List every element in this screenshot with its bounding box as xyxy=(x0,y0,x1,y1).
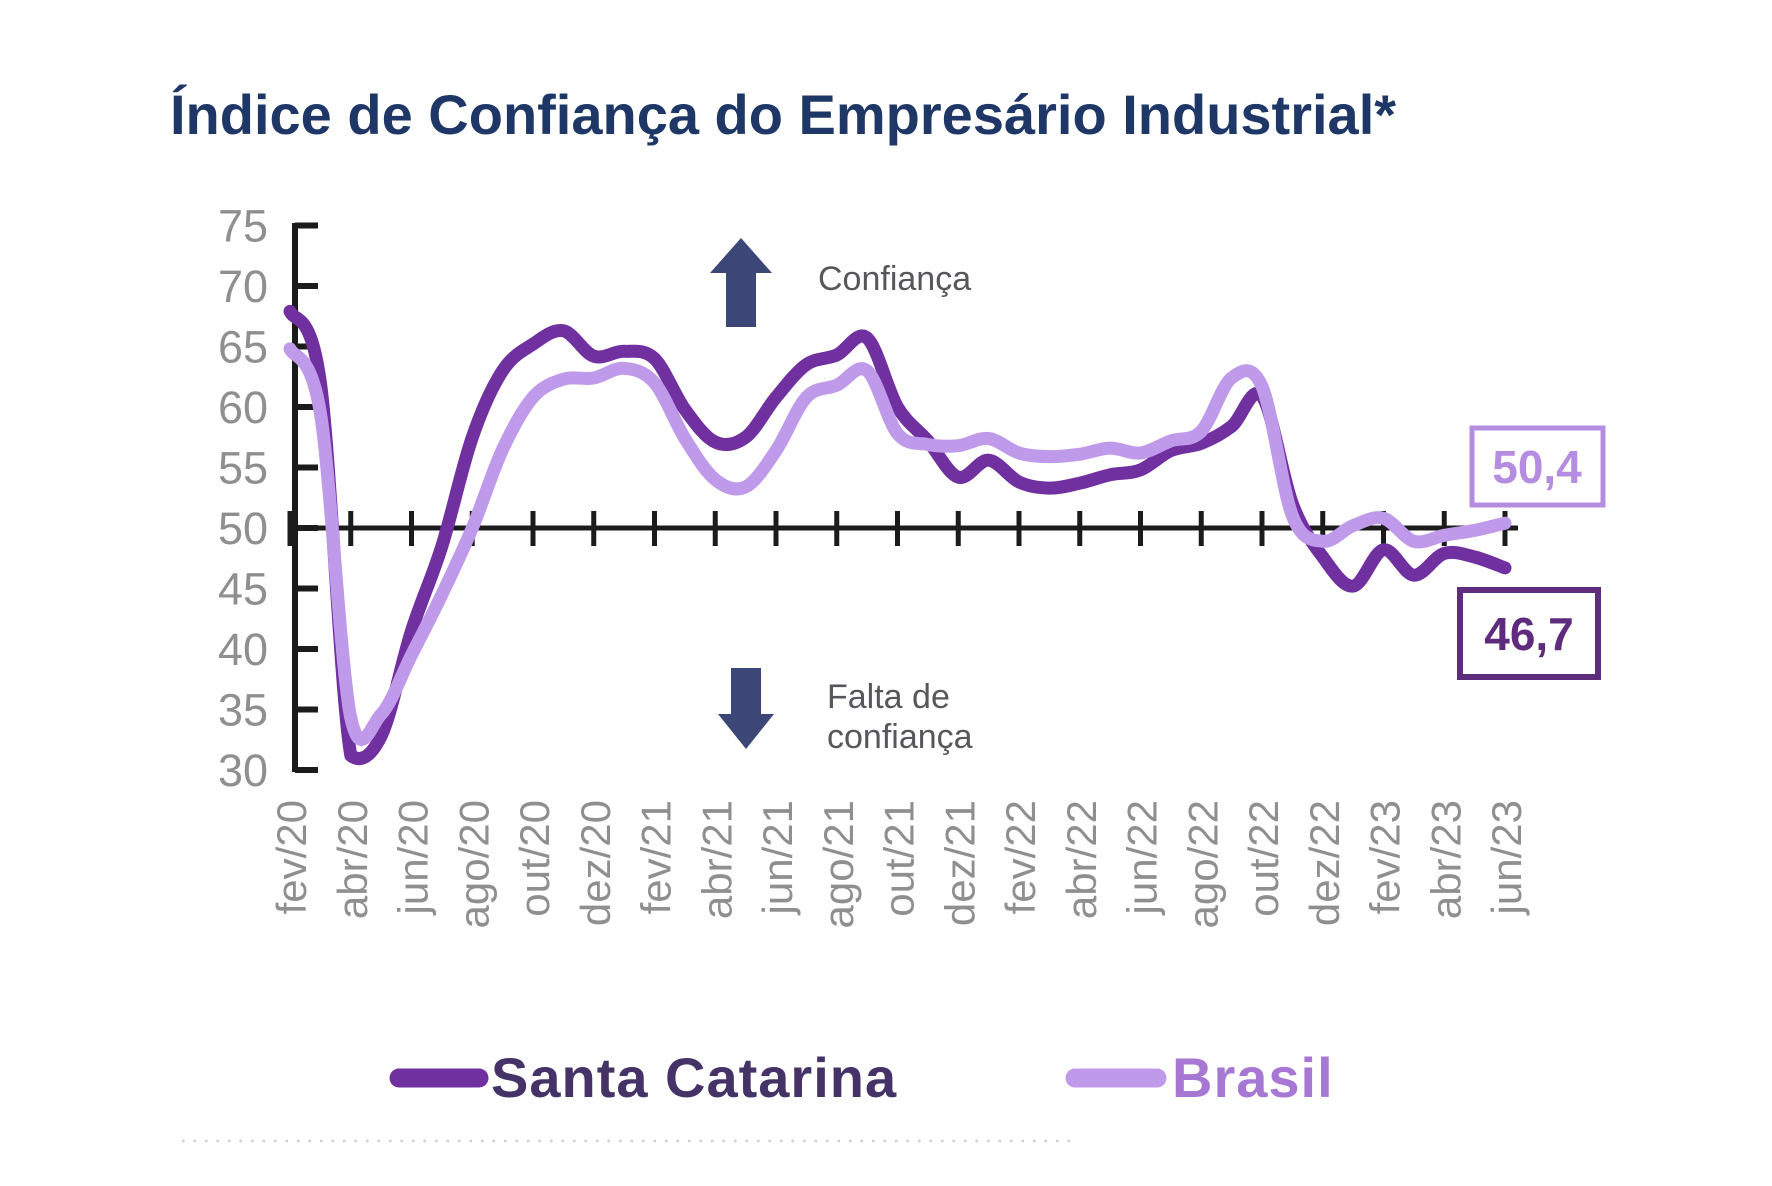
legend-label-brasil: Brasil xyxy=(1172,1046,1334,1109)
x-tick-label-ago/21: ago/21 xyxy=(815,800,862,928)
y-tick-label-65: 65 xyxy=(218,322,268,373)
annotation-falta-line1: Falta de xyxy=(827,678,950,716)
y-tick-label-30: 30 xyxy=(218,745,268,796)
x-tick-label-out/20: out/20 xyxy=(511,800,558,917)
x-tick-label-abr/23: abr/23 xyxy=(1422,800,1469,919)
series-lines xyxy=(283,304,1512,766)
value-box-santa-catarina: 46,7 xyxy=(1457,587,1601,680)
y-axis-labels: 30 35 40 45 50 55 60 65 70 75 xyxy=(218,201,268,797)
x-tick-label-jun/23: jun/23 xyxy=(1483,800,1530,916)
x-tick-label-abr/22: abr/22 xyxy=(1058,800,1105,919)
x-tick-label-out/22: out/22 xyxy=(1240,800,1287,917)
x-tick-label-fev/21: fev/21 xyxy=(633,800,680,914)
annotation-confianca: Confiança xyxy=(818,260,971,298)
value-label-santa-catarina: 46,7 xyxy=(1484,608,1574,660)
y-tick-label-35: 35 xyxy=(218,685,268,736)
y-tick-label-45: 45 xyxy=(218,564,268,615)
legend-label-santa-catarina: Santa Catarina xyxy=(491,1046,897,1109)
down-arrow-icon xyxy=(718,668,774,749)
y-tick-label-40: 40 xyxy=(218,624,268,675)
x-tick-label-abr/20: abr/20 xyxy=(329,800,376,919)
line-brasil xyxy=(283,342,1512,746)
x-tick-label-fev/22: fev/22 xyxy=(997,800,1044,914)
x-axis-ticks xyxy=(287,511,1508,546)
value-box-santa-catarina-frame xyxy=(1457,587,1601,680)
x-tick-label-dez/22: dez/22 xyxy=(1301,800,1348,926)
legend: Santa Catarina Brasil xyxy=(389,1046,1334,1109)
value-box-brasil: 50,4 xyxy=(1469,425,1606,508)
x-tick-label-dez/21: dez/21 xyxy=(936,800,983,926)
annotation-falta-line2: confiança xyxy=(827,718,973,756)
x-tick-label-jun/22: jun/22 xyxy=(1119,800,1166,916)
up-arrow-icon xyxy=(710,238,772,327)
value-box-brasil-frame xyxy=(1469,425,1606,508)
x-tick-label-dez/20: dez/20 xyxy=(572,800,619,926)
x-tick-label-jun/21: jun/21 xyxy=(754,800,801,916)
y-tick-label-50: 50 xyxy=(218,503,268,554)
x-tick-label-fev/23: fev/23 xyxy=(1362,800,1409,914)
x-tick-label-out/21: out/21 xyxy=(876,800,923,917)
value-label-brasil: 50,4 xyxy=(1492,441,1582,493)
y-axis-ticks xyxy=(295,222,318,773)
page-title: Índice de Confiança do Empresário Indust… xyxy=(170,83,1396,146)
x-tick-label-jun/20: jun/20 xyxy=(390,800,437,916)
x-axis-labels: fev/20 abr/20 jun/20 ago/20 out/20 dez/20 fev/… xyxy=(268,800,1530,928)
x-tick-label-fev/20: fev/20 xyxy=(268,800,315,914)
y-tick-label-55: 55 xyxy=(218,443,268,494)
x-tick-label-ago/22: ago/22 xyxy=(1179,800,1226,928)
y-tick-label-70: 70 xyxy=(218,261,268,312)
y-tick-label-75: 75 xyxy=(218,201,268,252)
x-tick-label-abr/21: abr/21 xyxy=(693,800,740,919)
y-tick-label-60: 60 xyxy=(218,382,268,433)
x-tick-label-ago/20: ago/20 xyxy=(450,800,497,928)
